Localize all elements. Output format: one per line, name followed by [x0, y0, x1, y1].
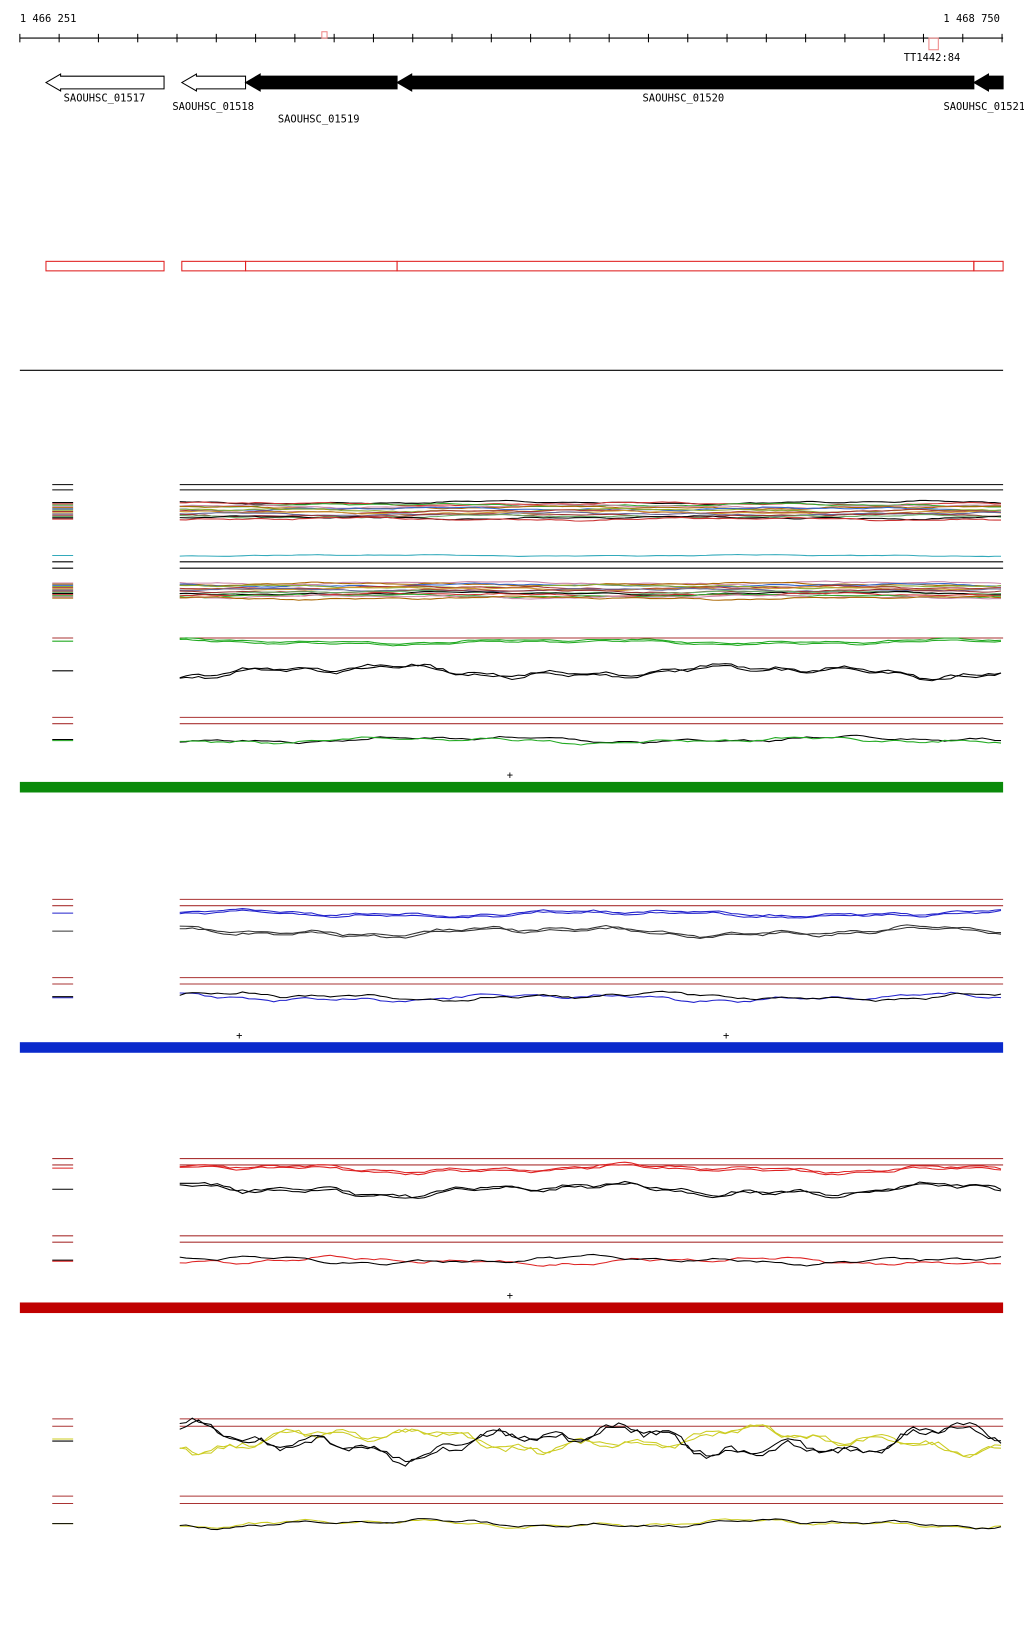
trace: [179, 637, 1002, 645]
gene-arrow: [972, 73, 1004, 92]
trace: [179, 580, 1002, 586]
trace: [179, 1253, 1002, 1267]
trace: [179, 512, 1002, 518]
gene-region: [973, 260, 1004, 272]
strand-marker: +: [507, 770, 513, 782]
gene-arrow: [180, 73, 247, 92]
trace: [179, 1518, 1002, 1531]
marker-box: [928, 37, 939, 51]
track-bar-blue: [19, 1042, 1004, 1053]
trace: [179, 1164, 1002, 1176]
marker-box: [321, 31, 328, 39]
strand-marker: +: [723, 1030, 729, 1042]
trace: [179, 638, 1002, 647]
trace: [179, 734, 1002, 745]
track-bar-red: [19, 1302, 1004, 1314]
trace: [179, 663, 1002, 681]
trace: [179, 1180, 1002, 1199]
ruler-end: 1 468 750: [943, 13, 1000, 25]
trace: [179, 589, 1002, 595]
marker-label: TT1442:84: [904, 52, 961, 64]
trace: [179, 908, 1002, 918]
gene-label: SAOUHSC_01517: [64, 92, 146, 104]
trace: [179, 503, 1002, 509]
gene-region: [181, 260, 247, 272]
trace: [179, 736, 1002, 746]
trace: [179, 595, 1002, 601]
gene-arrow: [244, 73, 398, 92]
trace: [179, 554, 1002, 558]
trace: [179, 909, 1002, 919]
gene-region: [245, 260, 398, 272]
strand-marker: +: [507, 1290, 513, 1302]
trace: [179, 926, 1002, 940]
gene-label: SAOUHSC_01520: [643, 92, 725, 104]
ruler-start: 1 466 251: [20, 13, 77, 25]
trace: [179, 1417, 1002, 1463]
strand-marker: +: [236, 1030, 242, 1042]
trace: [179, 1254, 1002, 1267]
trace: [179, 516, 1002, 522]
gene-label: SAOUHSC_01519: [278, 114, 360, 126]
trace: [179, 584, 1002, 591]
trace: [179, 990, 1002, 1002]
trace: [179, 664, 1002, 682]
trace: [179, 590, 1002, 596]
gene-arrow: [44, 73, 165, 92]
trace: [179, 1182, 1002, 1199]
gene-region: [396, 260, 975, 272]
gene-region: [45, 260, 165, 272]
trace: [179, 924, 1002, 938]
trace: [179, 1419, 1002, 1467]
track-bar-green: [19, 781, 1004, 793]
gene-arrow: [396, 73, 975, 92]
gene-label: SAOUHSC_01521: [943, 101, 1024, 113]
gene-label: SAOUHSC_01518: [172, 101, 254, 113]
trace: [179, 1161, 1002, 1174]
